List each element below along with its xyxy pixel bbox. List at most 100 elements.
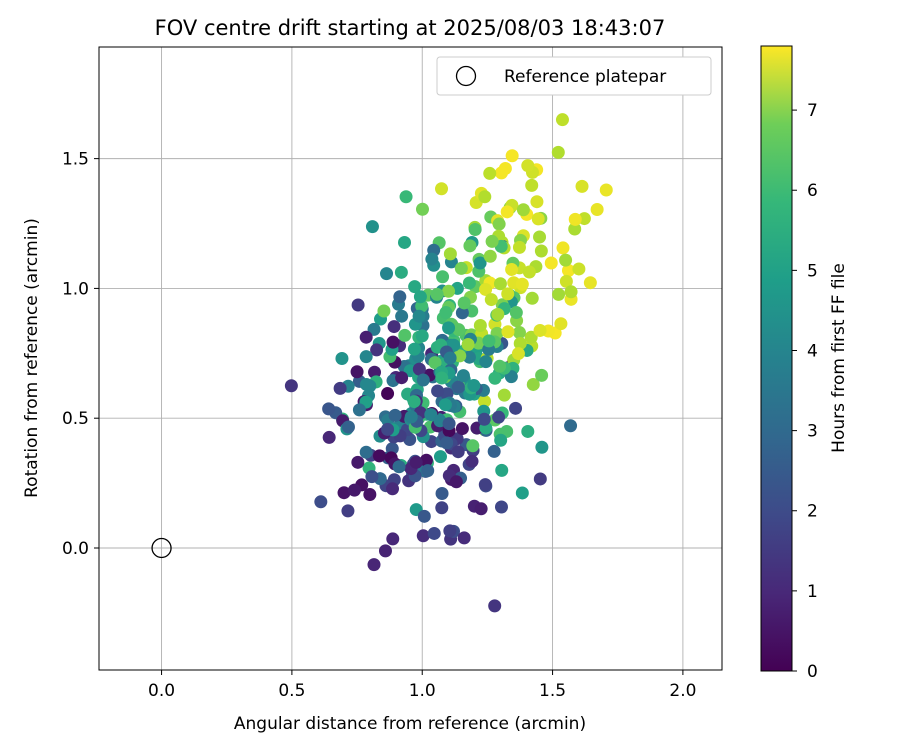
data-point [427,526,441,540]
data-point [359,330,373,344]
data-point [474,502,488,516]
data-point [488,371,502,385]
data-point [467,378,481,392]
legend-box [436,56,712,96]
data-point [425,252,439,266]
x-tick-label: 0.5 [278,681,305,701]
data-point [387,320,401,334]
data-point [430,287,444,301]
data-point [461,337,475,351]
legend-marker [455,65,477,87]
data-point [399,190,413,204]
data-point [451,380,465,394]
data-point [495,463,509,477]
data-point [370,343,384,357]
data-point [335,352,349,365]
data-point [431,384,445,398]
data-point [533,323,547,337]
data-point [386,482,400,496]
data-point [533,472,547,486]
data-point [457,531,471,545]
data-point [381,387,395,401]
data-point [554,317,568,331]
data-point [394,265,408,279]
data-point [438,398,452,412]
y-axis-label: Rotation from reference (arcmin) [22,218,42,498]
data-point [412,309,426,323]
data-point [388,408,402,422]
data-point [392,460,406,474]
data-point [544,256,558,270]
data-point [419,453,433,467]
data-point [440,436,454,450]
data-point [378,544,392,558]
data-point [483,166,497,180]
data-points [284,113,613,613]
data-point [443,247,457,261]
data-point [512,326,526,340]
data-point [359,350,373,364]
data-point [439,306,453,320]
data-point [552,287,566,301]
data-point [365,220,379,234]
y-tick-label: 1.0 [62,279,89,299]
colorbar-tick-label: 2 [807,502,818,522]
data-point [333,381,347,395]
data-point [494,166,508,180]
data-point [435,371,449,385]
legend-label: Reference platepar [504,67,666,87]
data-point [521,159,535,173]
data-point [568,212,582,226]
data-point [398,235,412,249]
data-point [451,445,465,459]
data-point [351,298,365,312]
x-axis-label: Angular distance from reference (arcmin) [234,714,586,734]
data-point [533,230,547,244]
data-point [377,304,391,318]
data-point [443,524,457,538]
data-point [535,440,549,454]
data-point [551,145,565,159]
data-point [386,335,400,349]
data-point [449,475,463,489]
data-point [462,350,476,364]
data-point [524,330,538,344]
reference-marker-group [151,537,172,559]
data-point [455,422,469,436]
data-point [395,371,409,385]
data-point [407,395,421,409]
y-tick-label: 0.0 [62,539,89,559]
data-point [478,478,492,492]
data-point [494,433,508,447]
data-point [492,217,506,231]
data-point [442,321,456,335]
data-point [564,285,578,299]
data-point [501,325,515,339]
colorbar-ticks: 0 1 2 3 4 5 6 7 [792,101,818,682]
data-point [477,412,491,426]
chart-title: FOV centre drift starting at 2025/08/03 … [155,16,666,40]
data-point [515,277,529,291]
colorbar-tick-label: 5 [807,261,818,281]
colorbar-tick-label: 7 [807,101,818,121]
x-tick-label: 2.0 [669,681,696,701]
data-point [488,599,502,613]
colorbar-label: Hours from first FF file [829,263,849,453]
y-tick-label: 0.5 [62,409,89,429]
data-point [407,342,421,356]
data-point [559,253,573,267]
data-point [381,422,395,436]
data-point [359,445,373,459]
data-point [433,450,447,464]
x-tick-label: 1.0 [409,681,436,701]
data-point [599,183,613,197]
data-point [415,202,429,216]
data-point [491,307,505,321]
data-point [462,276,476,290]
colorbar-tick-label: 0 [807,662,818,682]
data-point [530,195,544,209]
data-point [572,262,586,276]
data-point [526,377,540,391]
data-point [393,290,407,304]
data-point [350,365,364,379]
